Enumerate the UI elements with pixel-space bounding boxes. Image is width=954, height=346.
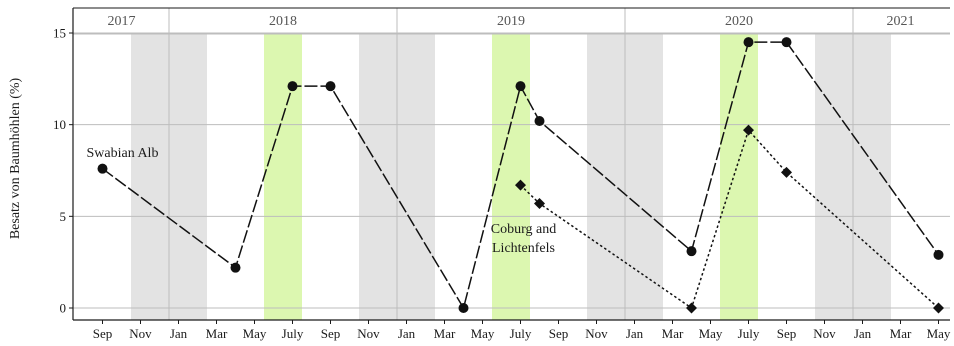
annotation-coburg-lichtenfels: Lichtenfels (492, 241, 555, 256)
x-tick-label: Mar (434, 326, 456, 341)
data-point (325, 81, 336, 92)
x-tick-label: Jan (854, 326, 872, 341)
y-tick-label: 5 (60, 209, 67, 224)
x-tick-label: May (471, 326, 495, 341)
summer-band (720, 34, 758, 320)
x-tick-label: Jan (626, 326, 644, 341)
year-label: 2019 (497, 14, 525, 29)
data-point (458, 303, 469, 313)
x-tick-label: Jan (398, 326, 416, 341)
data-point (743, 37, 754, 48)
x-tick-label: Sep (321, 326, 341, 341)
data-point (781, 37, 792, 48)
year-label: 2020 (725, 14, 753, 29)
data-point (515, 81, 526, 92)
year-label: 2021 (887, 14, 915, 29)
data-point (686, 302, 697, 314)
summer-band (264, 34, 302, 320)
year-label: 2017 (108, 14, 136, 29)
x-tick-label: Nov (813, 326, 836, 341)
annotation-coburg-lichtenfels: Coburg and (491, 222, 556, 237)
data-point (287, 81, 298, 92)
x-tick-label: May (927, 326, 951, 341)
data-point (933, 249, 944, 260)
x-tick-label: July (738, 326, 760, 341)
y-tick-label: 15 (53, 26, 66, 41)
data-point (933, 302, 944, 314)
data-point (230, 262, 241, 273)
x-tick-label: Sep (93, 326, 113, 341)
x-tick-label: Nov (585, 326, 608, 341)
x-tick-label: Sep (777, 326, 797, 341)
year-label: 2018 (269, 14, 297, 29)
x-tick-label: Mar (206, 326, 228, 341)
data-point (686, 246, 697, 257)
y-axis-label: Besatz von Baumhöhlen (%) (8, 77, 23, 239)
summer-band (492, 34, 530, 320)
x-tick-label: Nov (129, 326, 152, 341)
annotation-swabian-alb: Swabian Alb (87, 146, 159, 161)
x-tick-label: July (510, 326, 532, 341)
x-tick-label: Mar (662, 326, 684, 341)
data-point (97, 163, 108, 174)
data-point (534, 198, 545, 209)
data-point (515, 179, 526, 191)
x-tick-label: Nov (357, 326, 380, 341)
x-tick-label: Sep (549, 326, 569, 341)
y-tick-label: 10 (53, 117, 66, 132)
x-tick-label: May (243, 326, 267, 341)
series-line (519, 128, 939, 310)
data-point (534, 116, 545, 126)
y-tick-label: 0 (60, 301, 67, 316)
x-tick-label: May (699, 326, 723, 341)
data-point (743, 124, 754, 136)
x-tick-label: Mar (890, 326, 912, 341)
x-tick-label: Jan (170, 326, 188, 341)
data-point (781, 166, 792, 178)
x-tick-label: July (282, 326, 304, 341)
